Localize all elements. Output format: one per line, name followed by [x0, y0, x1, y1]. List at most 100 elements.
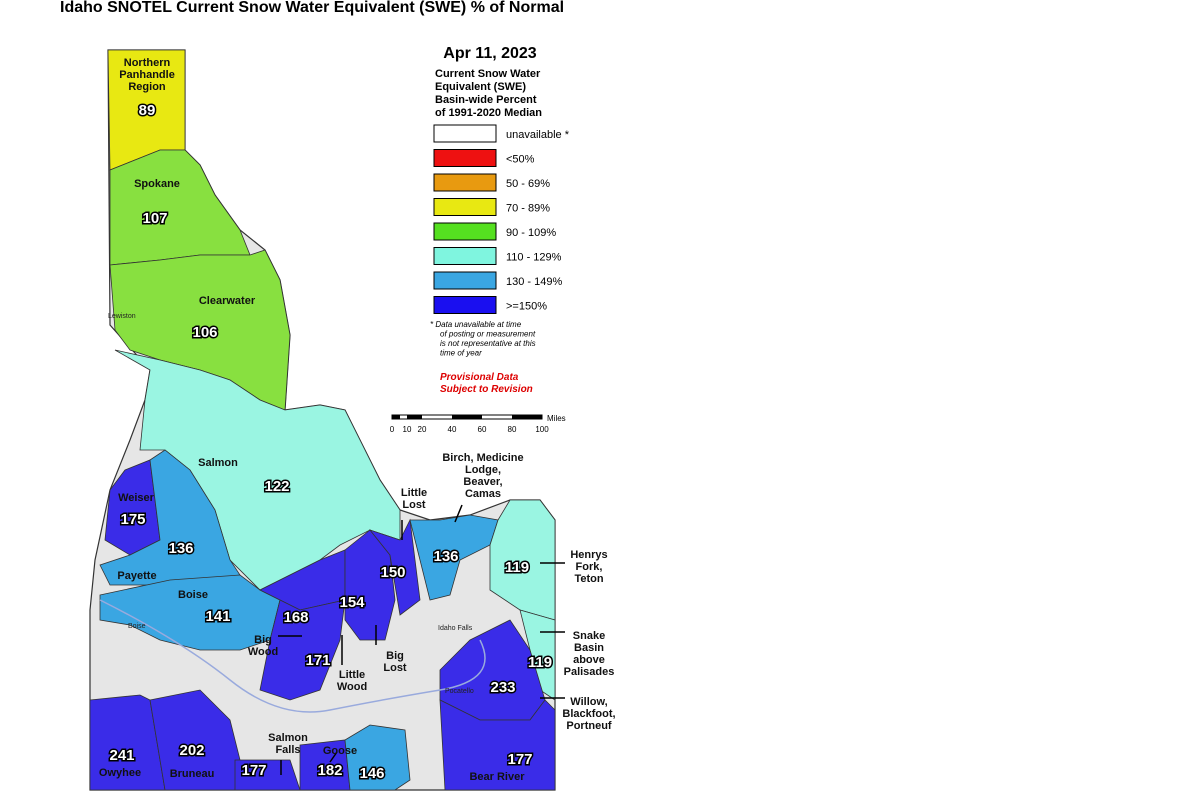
legend-label: unavailable *: [506, 129, 570, 141]
basin-label: Bear River: [469, 771, 525, 783]
basin-values: 89 107 106 122 175 136 141 168 171 154 150 136 119 11…: [108, 101, 554, 784]
basin-label: Payette: [117, 570, 156, 582]
basin-value: 171: [305, 652, 330, 669]
river: [99, 599, 486, 713]
basin: [439, 699, 556, 791]
basin-value: 168: [283, 609, 308, 626]
basin-value: 141: [205, 608, 230, 625]
scale-unit: Miles: [547, 414, 566, 423]
scale-bar: Miles 0 10 20 40 60 80 100: [390, 414, 566, 434]
basin-label: Big: [254, 634, 272, 646]
basin-label: Spokane: [134, 178, 180, 190]
legend-swatch: [433, 296, 497, 314]
scale-tick: 80: [508, 425, 517, 434]
provisional-note: Provisional Data: [440, 372, 519, 383]
basin-label: Portneuf: [566, 720, 612, 732]
basin-label: Boise: [178, 589, 208, 601]
legend-title: Basin-wide Percent: [435, 94, 537, 106]
legend-label: 130 - 149%: [506, 276, 562, 288]
legend-swatch: [433, 247, 497, 265]
legend-title: Current Snow Water: [435, 68, 541, 80]
basin-label: Bruneau: [170, 768, 215, 780]
legend-swatch: [433, 222, 497, 241]
basin-label: Basin: [574, 642, 604, 654]
basin: [344, 724, 411, 791]
legend-note: time of year: [440, 349, 482, 358]
city-label: Lewiston: [108, 313, 136, 320]
scale-tick: 40: [448, 425, 457, 434]
basin-label: Little: [339, 669, 365, 681]
legend-label: 70 - 89%: [506, 203, 550, 215]
basin-value: 89: [139, 102, 156, 119]
basin-value: 136: [168, 540, 193, 557]
scale-tick: 60: [478, 425, 487, 434]
basin-label: Salmon: [268, 732, 308, 744]
basin: [99, 574, 281, 651]
legend-label: 50 - 69%: [506, 178, 550, 190]
provisional-note: Subject to Revision: [440, 384, 533, 395]
city-label: Idaho Falls: [438, 625, 473, 632]
legend-note: of posting or measurement: [440, 330, 536, 339]
basin-value: 241: [109, 747, 134, 764]
basin-value: 154: [339, 594, 365, 611]
legend-title: Equivalent (SWE): [435, 81, 526, 93]
legend-swatch: [433, 271, 497, 290]
basin-value: 119: [528, 654, 552, 671]
scale-tick: 20: [418, 425, 427, 434]
legend-note: is not representative at this: [440, 339, 536, 348]
basin-label: Region: [128, 81, 166, 93]
basin-label: Northern: [124, 57, 171, 69]
basin-label: Camas: [465, 488, 501, 500]
legend-swatch: [433, 173, 497, 192]
basin-label: Goose: [323, 745, 357, 757]
basin-value: 202: [179, 742, 204, 759]
basin-value: 182: [317, 762, 342, 779]
scale-tick: 10: [403, 425, 412, 434]
basin-label: Birch, Medicine: [442, 452, 523, 464]
basin-label: Lost: [402, 499, 426, 511]
basin-label: Wood: [337, 681, 367, 693]
basin-value: 122: [264, 478, 289, 495]
basin-value: 119: [505, 559, 529, 576]
basin-label: Lost: [383, 662, 407, 674]
legend-title: of 1991-2020 Median: [435, 107, 542, 119]
leader-lines: [278, 504, 565, 775]
date: Apr 11, 2023: [443, 45, 537, 62]
cities: Lewiston Boise Idaho Falls Pocatello: [108, 313, 474, 695]
basin-label: Salmon: [198, 457, 238, 469]
basin: [109, 149, 251, 266]
basin-label: Snake: [573, 630, 605, 642]
basin-label: Lodge,: [465, 464, 501, 476]
legend-note: * Data unavailable at time: [430, 320, 522, 329]
basin-value: 177: [507, 751, 532, 768]
basin-value: 146: [359, 765, 384, 782]
basin-label: Henrys: [570, 549, 607, 561]
legend-swatch: [433, 149, 497, 167]
basin-label: above: [573, 654, 605, 666]
basin-label: Willow,: [570, 696, 607, 708]
legend-label: >=150%: [506, 301, 547, 313]
legend-label: <50%: [506, 154, 535, 166]
basin-value: 233: [490, 679, 515, 696]
basin-label: Teton: [574, 573, 603, 585]
basin-label: Clearwater: [199, 295, 256, 307]
basin-label: Wood: [248, 646, 278, 658]
basin-value: 107: [142, 210, 167, 227]
basins: [89, 49, 556, 791]
city-label: Pocatello: [445, 688, 474, 695]
basin-label: Falls: [275, 744, 300, 756]
basin-label: Weiser: [118, 492, 155, 504]
basin-label: Owyhee: [99, 767, 141, 779]
basin-label: Blackfoot,: [562, 708, 615, 720]
title: Idaho SNOTEL Current Snow Water Equivale…: [60, 0, 564, 16]
basin-value: 150: [380, 564, 405, 581]
scale-tick: 100: [535, 425, 549, 434]
basin-label: Beaver,: [463, 476, 502, 488]
basin-label: Little: [401, 487, 427, 499]
basin-label: Palisades: [564, 666, 615, 678]
legend-swatch: [433, 198, 497, 216]
basin-label: Panhandle: [119, 69, 175, 81]
